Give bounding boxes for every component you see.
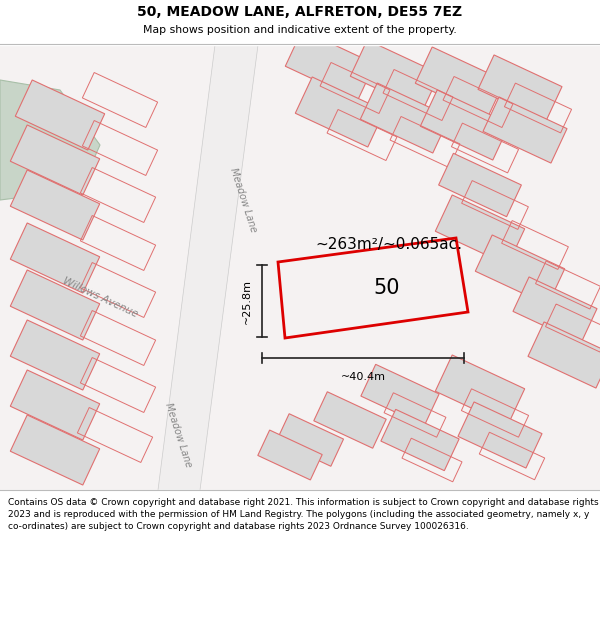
Polygon shape (10, 370, 100, 440)
Polygon shape (361, 364, 439, 426)
Polygon shape (439, 153, 521, 217)
Text: ~263m²/~0.065ac.: ~263m²/~0.065ac. (315, 238, 462, 252)
Polygon shape (285, 30, 375, 100)
Polygon shape (0, 80, 100, 200)
Polygon shape (513, 277, 597, 343)
Polygon shape (528, 322, 600, 388)
Polygon shape (158, 45, 258, 490)
Text: ~25.8m: ~25.8m (242, 279, 252, 324)
Polygon shape (435, 355, 525, 425)
Text: Contains OS data © Crown copyright and database right 2021. This information is : Contains OS data © Crown copyright and d… (8, 498, 599, 531)
Polygon shape (295, 77, 385, 147)
Polygon shape (10, 270, 100, 340)
Polygon shape (420, 90, 510, 160)
Polygon shape (475, 235, 565, 305)
Polygon shape (360, 83, 450, 153)
Text: Willows Avenue: Willows Avenue (61, 276, 139, 320)
Polygon shape (314, 392, 386, 448)
Polygon shape (10, 125, 100, 195)
Polygon shape (10, 223, 100, 293)
Polygon shape (458, 402, 542, 468)
Polygon shape (258, 430, 322, 480)
Polygon shape (483, 97, 567, 163)
Text: 50, MEADOW LANE, ALFRETON, DE55 7EZ: 50, MEADOW LANE, ALFRETON, DE55 7EZ (137, 5, 463, 19)
Polygon shape (381, 409, 459, 471)
Text: Meadow Lane: Meadow Lane (163, 401, 193, 469)
Text: 50: 50 (373, 278, 400, 298)
Polygon shape (10, 320, 100, 390)
Polygon shape (0, 45, 600, 490)
Polygon shape (478, 55, 562, 121)
Polygon shape (10, 170, 100, 240)
Polygon shape (350, 40, 440, 110)
Polygon shape (10, 415, 100, 485)
Text: Meadow Lane: Meadow Lane (228, 166, 258, 234)
Polygon shape (15, 80, 105, 150)
Polygon shape (277, 414, 344, 466)
Polygon shape (435, 195, 525, 265)
Text: Map shows position and indicative extent of the property.: Map shows position and indicative extent… (143, 25, 457, 35)
Text: ~40.4m: ~40.4m (341, 372, 386, 382)
Polygon shape (415, 47, 505, 117)
